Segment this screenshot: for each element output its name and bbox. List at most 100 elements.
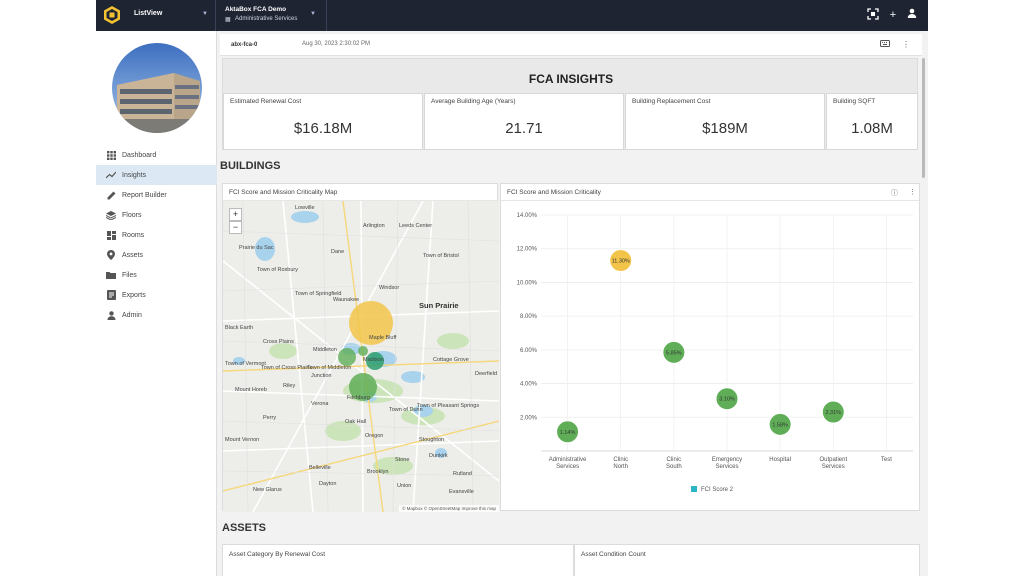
data-label: 11.30% (612, 259, 630, 265)
keyboard-icon[interactable] (880, 40, 890, 49)
more-vertical-icon[interactable]: ⋮ (902, 40, 910, 49)
fca-insights-title: FCA INSIGHTS (528, 72, 614, 86)
project-subtitle[interactable]: Administrative Services (235, 16, 298, 22)
map-label: Waunakee (333, 297, 360, 303)
building-photo (112, 43, 202, 133)
scan-icon[interactable] (866, 8, 880, 22)
kpi-label: Average Building Age (Years) (431, 98, 516, 105)
zoom-out-button[interactable]: − (229, 221, 242, 234)
record-id[interactable]: abx-fca-0 (231, 42, 258, 48)
asset-category-title: Asset Category By Renewal Cost (229, 551, 326, 558)
buildings-section-title: BUILDINGS (220, 160, 281, 172)
user-icon (106, 310, 116, 320)
map-label: Deerfield (475, 371, 498, 377)
sidebar-item-label: Report Builder (122, 191, 167, 199)
sidebar-item-label: Files (122, 271, 137, 279)
map-label: Town of Bristol (423, 253, 459, 259)
app-logo-icon[interactable] (102, 5, 122, 25)
map-view[interactable]: Lowville Arlington Leeds Center Prairie … (223, 201, 499, 512)
grid-icon (106, 150, 116, 160)
map-label: Stone (395, 457, 410, 463)
rooms-icon (106, 230, 116, 240)
project-title[interactable]: AktaBox FCA Demo (225, 6, 287, 13)
chevron-down-icon[interactable]: ▼ (310, 11, 316, 17)
map-label: Town of Springfield (295, 291, 342, 297)
data-label: 1.14% (560, 430, 576, 436)
asset-condition-card: Asset Condition Count (574, 544, 920, 576)
data-point (662, 340, 686, 364)
sidebar-item-label: Exports (122, 291, 146, 299)
map-label: Dayton (319, 481, 337, 487)
map-label: Town of Dunn (389, 407, 423, 413)
sidebar-item-rooms[interactable]: Rooms (96, 225, 217, 245)
app-switcher[interactable]: ListView (134, 10, 163, 17)
add-icon[interactable]: + (889, 9, 897, 21)
map-label: Oak Hall (345, 419, 367, 425)
more-vertical-icon[interactable]: ⋮ (909, 189, 916, 196)
map-label: Cross Plains (263, 339, 294, 345)
top-bar: ListView ▼ AktaBox FCA Demo ▦ Administra… (96, 0, 928, 31)
app-window: ListView ▼ AktaBox FCA Demo ▦ Administra… (96, 0, 928, 576)
kpi-value: $16.18M (293, 120, 353, 137)
sidebar-item-floors[interactable]: Floors (96, 205, 217, 225)
map-marker-emergency-services (366, 352, 384, 370)
data-point (609, 249, 633, 273)
scrollbar-thumb[interactable] (922, 58, 925, 178)
map-attribution[interactable]: © Mapbox © OpenStreetMap Improve this ma… (399, 505, 499, 512)
map-label: Black Earth (225, 325, 254, 331)
y-tick-label: 14.00% (517, 213, 538, 219)
sidebar-item-label: Assets (122, 251, 144, 259)
kpi-value: 1.08M (851, 120, 893, 137)
sidebar-item-label: Rooms (122, 231, 145, 239)
sidebar-item-admin[interactable]: Admin (96, 305, 217, 325)
x-tick-label: Administrative (549, 457, 587, 463)
legend-swatch (691, 486, 697, 492)
sidebar: Dashboard Insights Report Builder Floors (96, 31, 217, 576)
map-label: Oregon (365, 433, 384, 439)
fci-scatter-chart: 2.00% 4.00% 6.00% 8.00% 10.00% 12.00% 14.00% Ad… (517, 213, 913, 493)
map-marker-clinic-north (349, 301, 393, 345)
y-tick-label: 8.00% (520, 314, 538, 320)
kpi-building-age: Average Building Age (Years) 21.71 (424, 93, 624, 150)
sidebar-item-report-builder[interactable]: Report Builder (96, 185, 217, 205)
chevron-down-icon[interactable]: ▼ (202, 11, 208, 17)
sidebar-item-exports[interactable]: Exports (96, 285, 217, 305)
x-tick-label: Emergency (712, 457, 742, 463)
map-label: New Glarus (253, 487, 282, 493)
map-label: Brooklyn (367, 469, 389, 475)
chart-card: FCI Score and Mission Criticality ⓘ ⋮ 2.… (500, 183, 920, 511)
map-label: Rutland (453, 471, 472, 477)
y-tick-label: 10.00% (517, 280, 538, 286)
map-label: Town of Pleasant Springs (417, 403, 480, 409)
map-label: Stoughton (419, 437, 445, 443)
zoom-in-button[interactable]: + (229, 208, 242, 221)
map-label: Sun Prairie (419, 301, 459, 310)
map-label: Dunkirk (429, 453, 448, 459)
info-icon[interactable]: ⓘ (891, 190, 898, 197)
x-tick-label: South (666, 464, 682, 470)
data-point (556, 420, 580, 444)
sidebar-item-dashboard[interactable]: Dashboard (96, 145, 217, 165)
map-marker-clinic-south (338, 348, 356, 366)
map-label: Lowville (295, 205, 315, 211)
user-account-icon[interactable] (905, 8, 919, 22)
map-canvas[interactable] (223, 201, 499, 512)
fca-insights-panel: FCA INSIGHTS Estimated Renewal Cost $16.… (222, 58, 918, 150)
x-tick-label: Services (556, 464, 579, 470)
kpi-label: Building SQFT (833, 98, 876, 105)
asset-category-card: Asset Category By Renewal Cost (222, 544, 574, 576)
map-label: Town of Middleton (307, 365, 352, 371)
map-label: Windsor (379, 285, 400, 291)
sidebar-nav: Dashboard Insights Report Builder Floors (96, 145, 217, 325)
map-label: Fitchburg (347, 395, 370, 401)
sidebar-item-insights[interactable]: Insights (96, 165, 217, 185)
pin-icon (106, 250, 116, 260)
sidebar-item-assets[interactable]: Assets (96, 245, 217, 265)
legend-label: FCI Score 2 (701, 487, 734, 493)
sidebar-item-files[interactable]: Files (96, 265, 217, 285)
data-label: 2.31% (825, 410, 841, 416)
pencil-icon (106, 190, 116, 200)
y-tick-label: 4.00% (520, 382, 538, 388)
kpi-label: Building Replacement Cost (632, 98, 711, 105)
chart-card-title: FCI Score and Mission Criticality (507, 189, 601, 196)
